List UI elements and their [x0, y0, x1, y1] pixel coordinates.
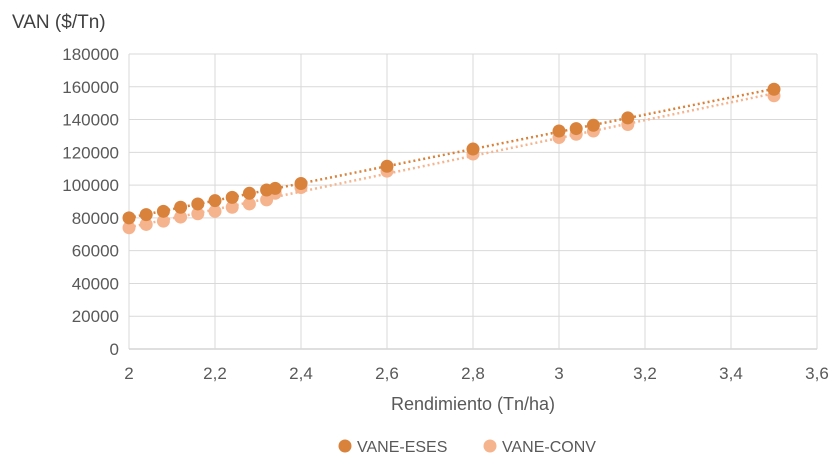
x-tick-labels: 2 2,2 2,4 2,6 2,8 3 3,2 3,4 3,6: [124, 364, 829, 383]
data-point: [191, 197, 205, 211]
data-point: [156, 214, 170, 228]
x-tick-label: 2: [124, 364, 133, 383]
x-axis-title: Rendimiento (Tn/ha): [391, 394, 555, 414]
x-tick-label: 3,2: [633, 364, 657, 383]
x-tick-label: 3,4: [719, 364, 743, 383]
y-tick-label: 120000: [62, 143, 119, 162]
data-point: [139, 217, 153, 231]
data-point: [466, 142, 480, 156]
y-tick-label: 100000: [62, 176, 119, 195]
trendline-series-0: [128, 87, 775, 220]
data-point: [225, 200, 239, 214]
data-points: [122, 82, 781, 235]
x-tick-label: 2,6: [375, 364, 399, 383]
y-tick-label: 60000: [72, 242, 119, 261]
y-tick-labels: 0 20000 40000 60000 80000 100000 120000 140000 1…: [62, 45, 119, 359]
data-point: [242, 186, 256, 200]
data-point: [621, 111, 635, 125]
legend-marker: [483, 439, 497, 453]
y-tick-label: 140000: [62, 111, 119, 130]
x-tick-label: 3,6: [805, 364, 829, 383]
legend-label: VANE-CONV: [502, 439, 596, 456]
legend: VANE-ESES VANE-CONV: [338, 439, 596, 456]
y-axis-title: VAN ($/Tn): [12, 12, 106, 33]
data-point: [767, 82, 781, 96]
data-point: [122, 211, 136, 225]
gridlines: [128, 53, 818, 350]
legend-label: VANE-ESES: [357, 439, 447, 456]
y-tick-label: 160000: [62, 78, 119, 97]
x-tick-label: 2,2: [203, 364, 227, 383]
y-tick-label: 180000: [62, 45, 119, 64]
data-point: [586, 118, 600, 132]
data-point: [156, 204, 170, 218]
legend-marker: [338, 439, 352, 453]
data-point: [569, 122, 583, 136]
data-point: [174, 210, 188, 224]
data-point: [380, 159, 394, 173]
data-point: [225, 190, 239, 204]
data-point: [174, 200, 188, 214]
y-tick-label: 0: [110, 340, 119, 359]
data-point: [242, 197, 256, 211]
data-point: [552, 124, 566, 138]
y-tick-label: 40000: [72, 274, 119, 293]
data-point: [208, 204, 222, 218]
data-point: [294, 176, 308, 190]
data-point: [122, 221, 136, 235]
data-point: [139, 208, 153, 222]
x-tick-label: 3: [554, 364, 563, 383]
data-point: [268, 181, 282, 195]
x-tick-label: 2,8: [461, 364, 485, 383]
y-tick-label: 20000: [72, 307, 119, 326]
y-tick-label: 80000: [72, 209, 119, 228]
data-point: [208, 194, 222, 208]
x-tick-label: 2,4: [289, 364, 313, 383]
data-point: [191, 207, 205, 221]
